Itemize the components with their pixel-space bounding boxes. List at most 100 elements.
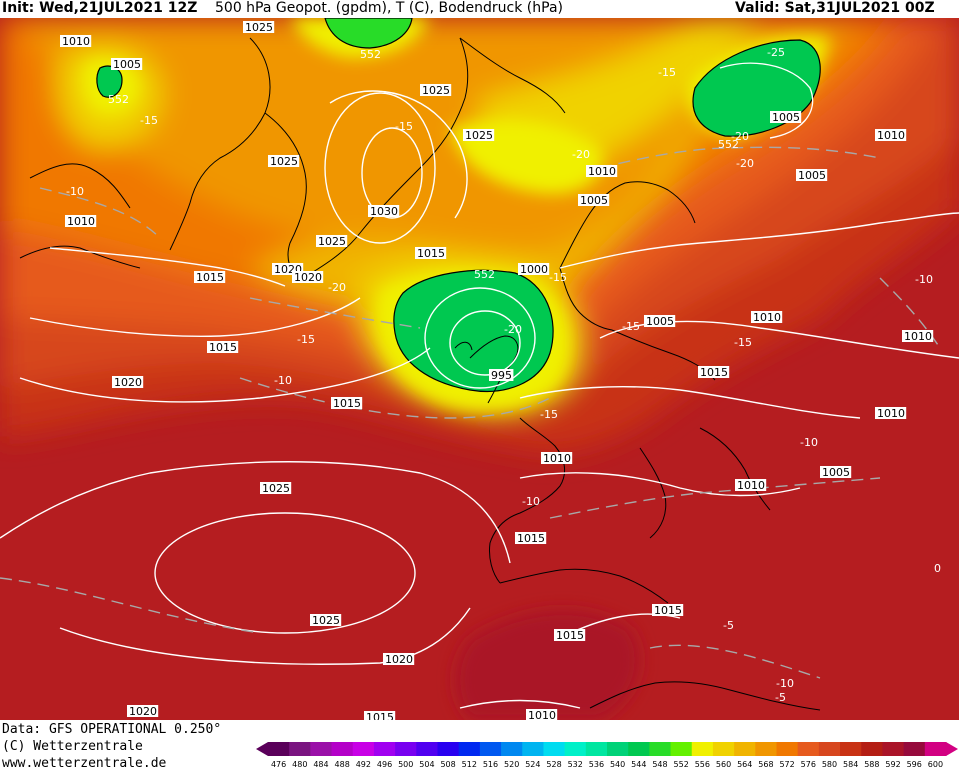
isobar-label: 1020 (114, 376, 142, 389)
isobar-label-box (65, 215, 97, 227)
legend-swatch (903, 742, 926, 756)
legend-swatch (522, 742, 544, 756)
isobar-label: 1025 (318, 235, 346, 248)
isobar-label: 1020 (294, 271, 322, 284)
isobar-label: 1010 (753, 311, 781, 324)
legend-tick-label: 564 (737, 760, 752, 768)
legend-swatch (310, 742, 333, 756)
legend-swatch (649, 742, 672, 756)
isotherm-label: -10 (274, 374, 292, 387)
isobar-label: 1010 (67, 215, 95, 228)
isotherm-label: -10 (522, 495, 540, 508)
isobar-label: 1015 (654, 604, 682, 617)
isotherm-label: -5 (775, 691, 786, 704)
legend-tick-label: 476 (271, 760, 286, 768)
isotherm-label: -15 (549, 271, 567, 284)
isobar-label: 1015 (556, 629, 584, 642)
isobar-label-box (194, 271, 226, 283)
legend-swatch (331, 742, 354, 756)
isobar-label-box (331, 397, 363, 409)
isotherm-label: -15 (540, 408, 558, 421)
legend-swatch (840, 742, 862, 756)
legend-tick-label: 504 (419, 760, 434, 768)
legend-tick-label: 500 (398, 760, 413, 768)
isobar-label-box (268, 155, 300, 167)
isobar-label-box (60, 35, 92, 47)
isobar-label-box (751, 311, 783, 323)
isobar-label-box (770, 111, 802, 123)
isobar-label-box (875, 129, 907, 141)
legend-swatch (734, 742, 756, 756)
isobar-label-box (364, 711, 396, 720)
isobar-label: 1010 (904, 330, 932, 343)
isobar-label-box (112, 376, 144, 388)
legend-tick-label: 488 (335, 760, 350, 768)
legend-tick-label: 556 (695, 760, 710, 768)
isobar-label: 1025 (262, 482, 290, 495)
init-time-label: Init: Wed,21JUL2021 12Z (2, 0, 198, 16)
isobar-label: 1005 (646, 315, 674, 328)
data-source-label: Data: GFS OPERATIONAL 0.250° (2, 722, 222, 737)
isobar-label-box (316, 235, 348, 247)
isotherm-label: -20 (736, 157, 754, 170)
isobar-label-box (207, 341, 239, 353)
isobar-label-box (310, 614, 342, 626)
isobar-label-box (578, 194, 610, 206)
isotherm-label: -20 (328, 281, 346, 294)
isotherm-label: -10 (800, 436, 818, 449)
isobar-label-box (902, 330, 934, 342)
isobar-label-box (820, 466, 852, 478)
map-title: 500 hPa Geopot. (gpdm), T (C), Bodendruc… (215, 0, 563, 16)
legend-tick-label: 600 (928, 760, 943, 768)
isobar-label-box (489, 369, 514, 381)
legend-tick-label: 484 (313, 760, 328, 768)
isotherm-label: -15 (297, 333, 315, 346)
isobar-label: 1010 (543, 452, 571, 465)
legend-swatch (882, 742, 905, 756)
legend-tick-label: 480 (292, 760, 307, 768)
legend-tick-label: 520 (504, 760, 519, 768)
legend-tick-label: 580 (822, 760, 837, 768)
legend-swatch (755, 742, 777, 756)
isobar-label-box (796, 169, 828, 181)
isobar-label: 1015 (333, 397, 361, 410)
isobar-label-box (586, 165, 618, 177)
legend-tick-label: 532 (568, 760, 583, 768)
isobar-label: 1005 (580, 194, 608, 207)
weather-map: 1010 1005 1025 1025 1025 1025 1030 1025 1010 1015… (0, 18, 959, 720)
legend-swatch (501, 742, 523, 756)
color-legend: 476 480 484 488 492 496 500 504 508 512 516 520 524 5… (256, 742, 958, 768)
legend-swatch (607, 742, 629, 756)
geopotential-label: 552 (108, 93, 129, 106)
legend-tick-label: 528 (546, 760, 561, 768)
legend-swatch (691, 742, 714, 756)
legend-swatch (924, 742, 947, 756)
isobar-label-box (515, 532, 547, 544)
isobar-label-box (415, 247, 447, 259)
legend-swatch (437, 742, 460, 756)
legend-tick-label: 544 (631, 760, 646, 768)
legend-tick-label: 588 (864, 760, 879, 768)
isobar-label-box (735, 479, 767, 491)
website-label: www.wetterzentrale.de (2, 756, 167, 771)
isobar-label: 995 (491, 369, 512, 382)
isobar-label-box (644, 315, 676, 327)
isotherm-label: -15 (658, 66, 676, 79)
legend-tick-label: 524 (525, 760, 540, 768)
isotherm-label: -15 (734, 336, 752, 349)
isobar-label-box (526, 709, 558, 720)
isobar-label: 1025 (270, 155, 298, 168)
legend-swatch (628, 742, 650, 756)
legend-tick-label: 540 (610, 760, 625, 768)
legend-tick-label: 516 (483, 760, 498, 768)
isotherm-label: -25 (767, 46, 785, 59)
legend-tick-label: 536 (589, 760, 604, 768)
isobar-label: 1010 (528, 709, 556, 720)
legend-swatch (458, 742, 481, 756)
isobar-label-box (292, 271, 324, 283)
legend-swatch (395, 742, 417, 756)
isobar-label-box (541, 452, 573, 464)
isobar-label: 1005 (822, 466, 850, 479)
legend-swatch (712, 742, 735, 756)
isobar-label: 1015 (196, 271, 224, 284)
